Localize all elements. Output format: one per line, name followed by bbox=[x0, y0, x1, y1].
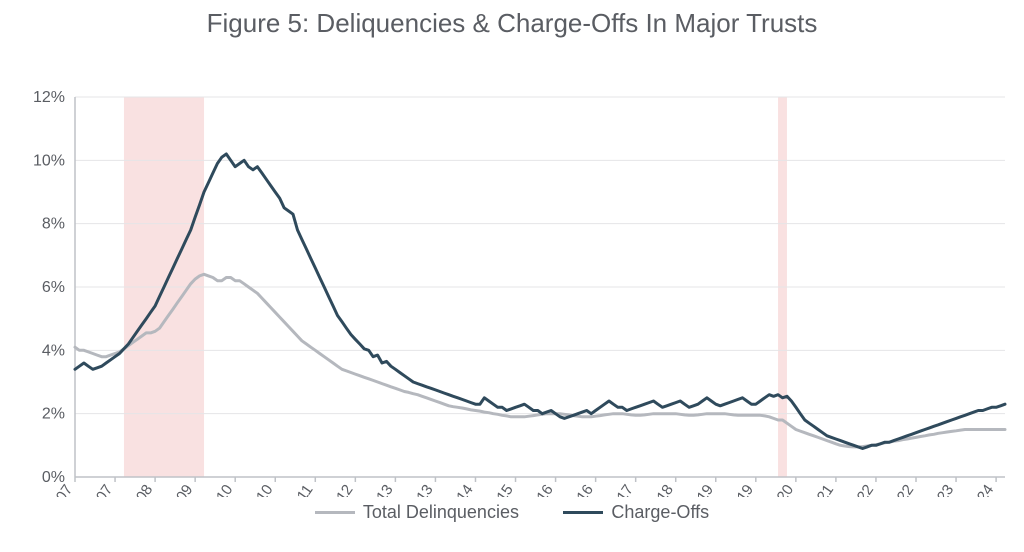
x-tick: Jan-16 bbox=[517, 482, 557, 497]
x-tick: Jan-19 bbox=[677, 482, 717, 497]
x-tick: Apr-24 bbox=[958, 482, 998, 497]
x-tick: Jan-13 bbox=[356, 482, 396, 497]
legend-item-delinquencies: Total Delinquencies bbox=[315, 502, 519, 523]
svg-text:8%: 8% bbox=[42, 216, 65, 233]
x-tick: Jul-17 bbox=[600, 482, 637, 497]
legend-swatch-delinquencies bbox=[315, 511, 355, 514]
series-line-1 bbox=[75, 154, 1005, 449]
svg-text:6%: 6% bbox=[42, 279, 65, 296]
x-tick: Oct-19 bbox=[717, 482, 757, 497]
series-line-0 bbox=[75, 274, 1005, 447]
x-tick: Oct-13 bbox=[397, 482, 437, 497]
svg-text:4%: 4% bbox=[42, 342, 65, 359]
y-tick: 6% bbox=[42, 279, 65, 296]
chart-title: Figure 5: Deliquencies & Charge-Offs In … bbox=[0, 0, 1024, 39]
y-tick: 10% bbox=[33, 152, 65, 169]
y-tick: 2% bbox=[42, 406, 65, 423]
legend: Total Delinquencies Charge-Offs bbox=[0, 497, 1024, 523]
svg-text:Apr-09: Apr-09 bbox=[157, 482, 197, 497]
legend-swatch-chargeoffs bbox=[563, 511, 603, 514]
x-tick: Oct-10 bbox=[237, 482, 277, 497]
svg-text:Apr-15: Apr-15 bbox=[477, 482, 517, 497]
svg-text:Jan-13: Jan-13 bbox=[356, 482, 396, 497]
svg-text:Apr-24: Apr-24 bbox=[958, 482, 998, 497]
x-tick: Jul-11 bbox=[280, 482, 317, 497]
svg-text:Jan-19: Jan-19 bbox=[677, 482, 717, 497]
svg-text:Apr-18: Apr-18 bbox=[637, 482, 677, 497]
svg-text:Jul-11: Jul-11 bbox=[280, 482, 317, 497]
svg-text:Apr-21: Apr-21 bbox=[797, 482, 837, 497]
svg-text:Oct-10: Oct-10 bbox=[237, 482, 277, 497]
x-tick: Jul-23 bbox=[920, 482, 957, 497]
x-tick: Jul-14 bbox=[439, 482, 476, 497]
svg-text:Apr-12: Apr-12 bbox=[317, 482, 357, 497]
x-tick: Apr-09 bbox=[157, 482, 197, 497]
svg-text:Oct-16: Oct-16 bbox=[557, 482, 597, 497]
svg-text:Jul-08: Jul-08 bbox=[119, 482, 156, 497]
svg-text:Oct-07: Oct-07 bbox=[77, 482, 117, 497]
svg-text:Oct-19: Oct-19 bbox=[717, 482, 757, 497]
y-tick: 12% bbox=[33, 89, 65, 106]
svg-text:12%: 12% bbox=[33, 89, 65, 106]
svg-text:10%: 10% bbox=[33, 152, 65, 169]
svg-text:Jul-23: Jul-23 bbox=[920, 482, 957, 497]
x-tick: Apr-18 bbox=[637, 482, 677, 497]
svg-text:Jul-14: Jul-14 bbox=[439, 482, 476, 497]
x-tick: Oct-22 bbox=[878, 482, 918, 497]
svg-text:Oct-22: Oct-22 bbox=[878, 482, 918, 497]
svg-text:Jul-20: Jul-20 bbox=[760, 482, 797, 497]
x-tick: Jul-20 bbox=[760, 482, 797, 497]
x-tick: Oct-07 bbox=[77, 482, 117, 497]
x-tick: Jan-22 bbox=[837, 482, 877, 497]
chart-plot-area: 0%2%4%6%8%10%12%Jan-07Oct-07Jul-08Apr-09… bbox=[0, 39, 1024, 497]
x-tick: Jul-08 bbox=[119, 482, 156, 497]
chart-svg: 0%2%4%6%8%10%12%Jan-07Oct-07Jul-08Apr-09… bbox=[0, 39, 1024, 497]
y-tick: 8% bbox=[42, 216, 65, 233]
x-tick: Jan-10 bbox=[196, 482, 236, 497]
x-tick: Oct-16 bbox=[557, 482, 597, 497]
x-tick: Apr-12 bbox=[317, 482, 357, 497]
legend-label-chargeoffs: Charge-Offs bbox=[611, 502, 709, 523]
x-tick: Apr-21 bbox=[797, 482, 837, 497]
legend-label-delinquencies: Total Delinquencies bbox=[363, 502, 519, 523]
y-tick: 4% bbox=[42, 342, 65, 359]
svg-text:Oct-13: Oct-13 bbox=[397, 482, 437, 497]
svg-text:Jan-22: Jan-22 bbox=[837, 482, 877, 497]
x-tick: Apr-15 bbox=[477, 482, 517, 497]
svg-text:Jan-16: Jan-16 bbox=[517, 482, 557, 497]
svg-text:Jul-17: Jul-17 bbox=[600, 482, 637, 497]
svg-text:Jan-10: Jan-10 bbox=[196, 482, 236, 497]
legend-item-chargeoffs: Charge-Offs bbox=[563, 502, 709, 523]
svg-text:2%: 2% bbox=[42, 406, 65, 423]
